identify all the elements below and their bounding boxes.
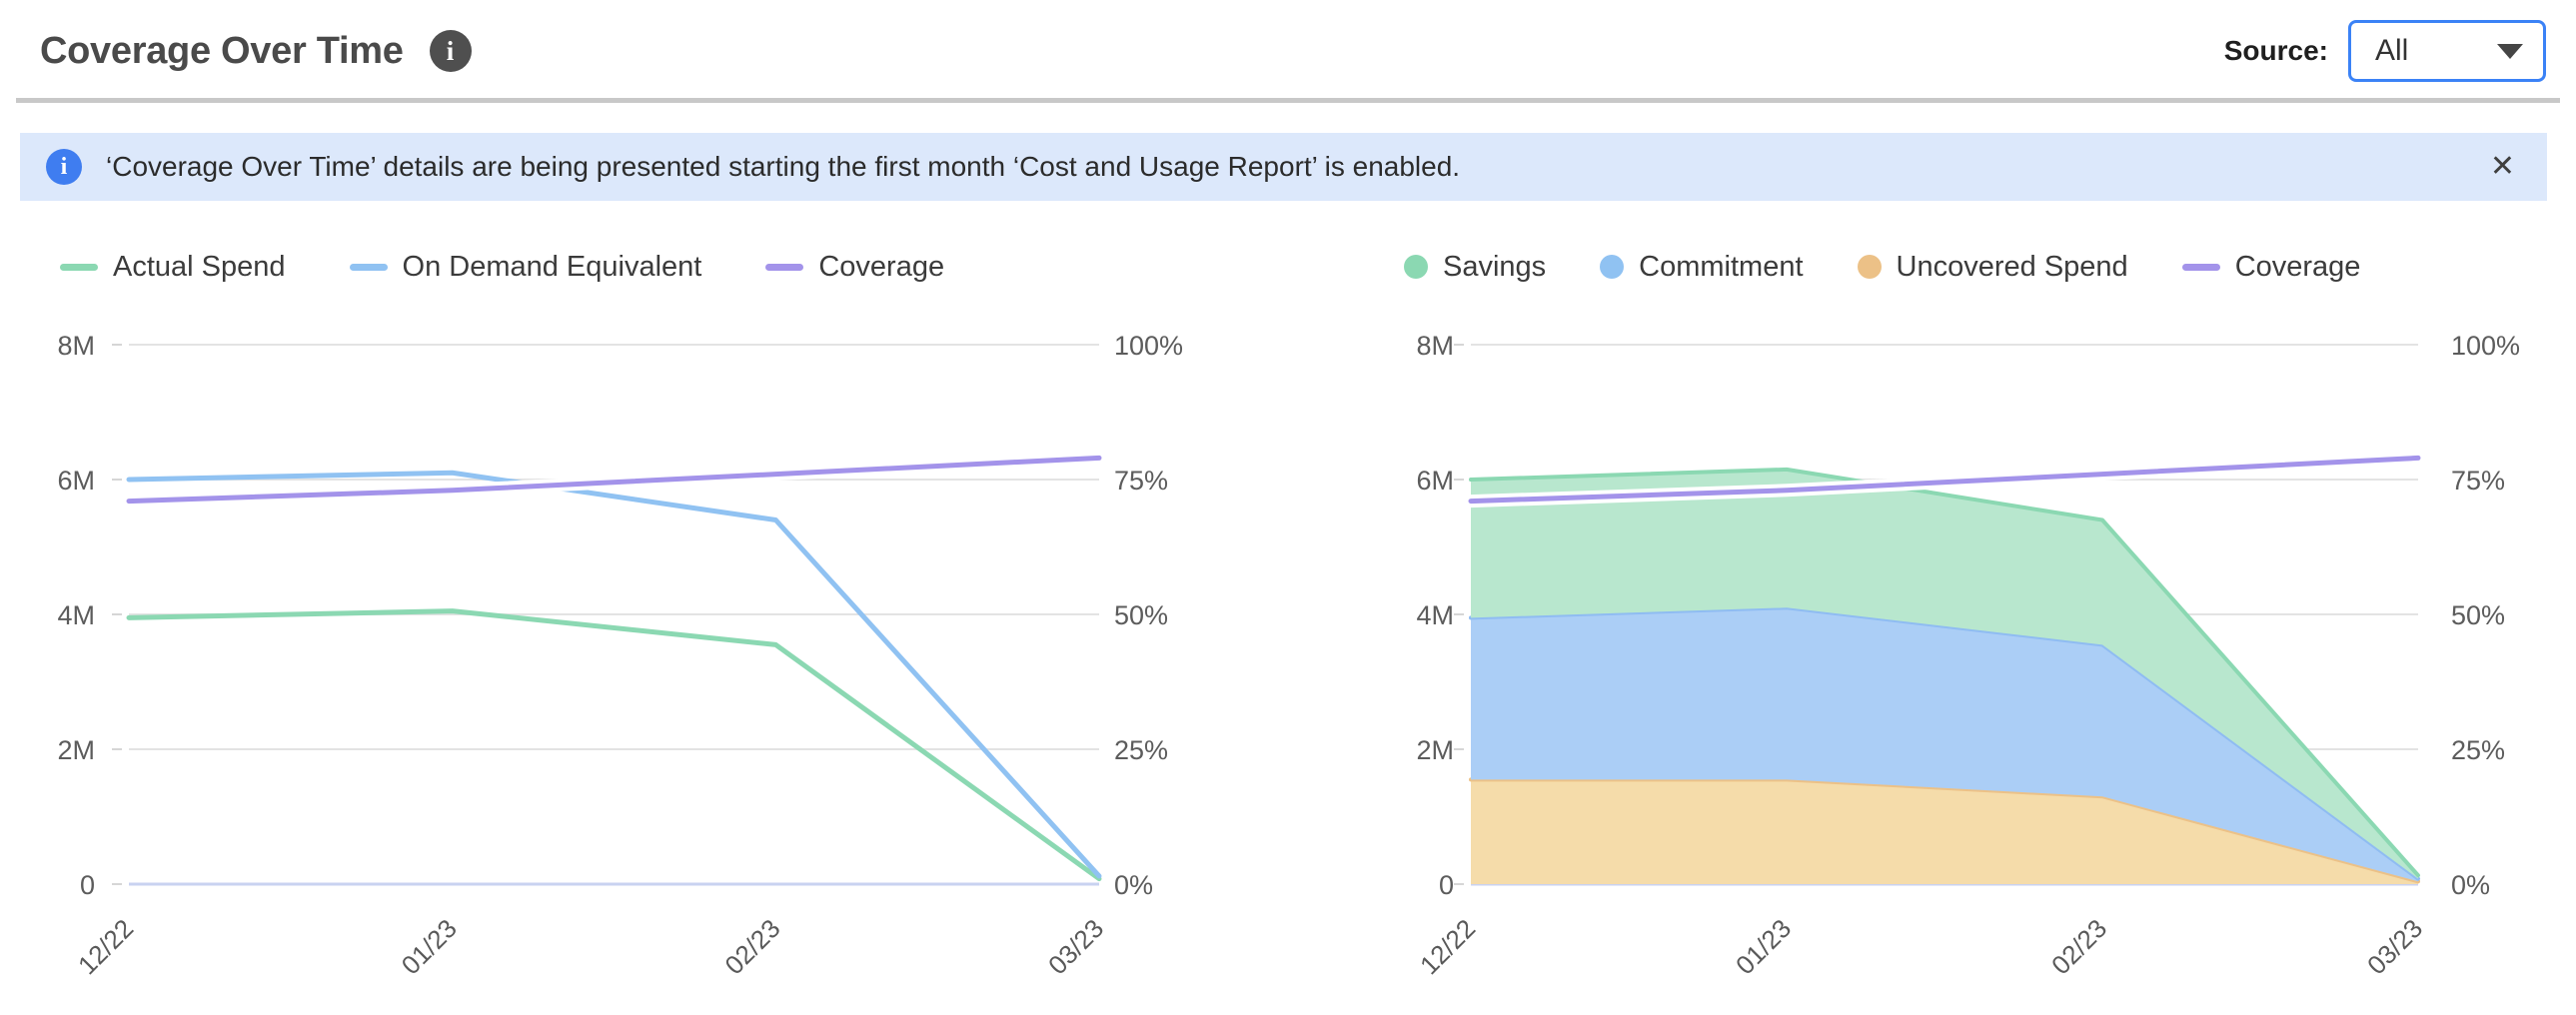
on-demand-equivalent-swatch-icon — [349, 263, 388, 271]
widget-header: Coverage Over Time i Source: All — [0, 0, 2576, 98]
info-glyph: i — [446, 35, 455, 66]
y-axis-label-left: 0 — [1439, 870, 1454, 900]
close-icon[interactable]: ✕ — [2489, 150, 2515, 183]
info-banner: i ‘Coverage Over Time’ details are being… — [20, 133, 2547, 201]
y-axis-label-right: 0% — [2451, 870, 2490, 900]
coverage-swatch-icon — [765, 263, 804, 271]
source-dropdown-value: All — [2375, 34, 2409, 67]
savings-swatch-icon — [1404, 255, 1428, 279]
x-axis-label: 02/23 — [2045, 913, 2112, 980]
banner-info-glyph: i — [60, 153, 68, 180]
on-demand-equivalent-line — [126, 470, 1102, 879]
y-axis-label-right: 0% — [1114, 870, 1153, 900]
x-axis-label: 12/22 — [72, 913, 139, 980]
banner-info-icon: i — [46, 149, 82, 185]
legend-item-coverage[interactable]: Coverage — [765, 251, 944, 284]
y-axis-label-right: 25% — [2451, 735, 2505, 765]
y-axis-label-left: 8M — [1416, 331, 1454, 361]
legend-areas: Savings Commitment Uncovered Spend Coverage — [1389, 249, 2576, 285]
source-label: Source: — [2223, 35, 2328, 66]
title-info-icon[interactable]: i — [429, 30, 472, 72]
y-axis-label-left: 6M — [1416, 466, 1454, 496]
y-axis-label-left: 0 — [80, 870, 95, 900]
uncovered-spend-area — [1471, 779, 2418, 884]
y-axis-label-left: 8M — [57, 331, 95, 361]
legend-label: Savings — [1443, 250, 1547, 283]
legend-label: Coverage — [818, 250, 945, 283]
legend-label: Actual Spend — [113, 250, 286, 283]
x-axis-label: 03/23 — [1042, 913, 1109, 980]
x-axis-label: 03/23 — [2361, 913, 2428, 980]
y-axis-label-right: 50% — [2451, 600, 2505, 630]
line-chart-svg: 8M 100% 6M 75% 4M 50% 2M 25% 0 0% 12/22 01/23 02/23 0… — [57, 331, 1183, 980]
x-axis-label: 01/23 — [1730, 913, 1797, 980]
header-divider — [16, 98, 2560, 103]
area-chart-svg: 8M 100% 6M 75% 4M 50% 2M 25% 0 0% 12/22 01/23 02/23 0… — [1414, 331, 2520, 980]
y-axis-label-right: 100% — [1114, 331, 1183, 361]
commitment-area — [1471, 607, 2418, 882]
legend-label: Uncovered Spend — [1896, 250, 2128, 283]
y-axis-label-right: 75% — [2451, 466, 2505, 496]
actual-spend-swatch-icon — [60, 263, 98, 271]
coverage-line — [1468, 455, 2421, 505]
y-axis-label-left: 6M — [57, 466, 95, 496]
y-axis-label-left: 4M — [57, 600, 95, 630]
legend-item-coverage[interactable]: Coverage — [2181, 250, 2361, 284]
chevron-down-icon — [2497, 43, 2523, 59]
chart-panel-lines: Actual Spend On Demand Equivalent Coverage… — [40, 201, 1279, 1013]
coverage-line — [126, 455, 1102, 505]
coverage-swatch-icon — [2181, 263, 2220, 271]
legend-item-actual-spend[interactable]: Actual Spend — [60, 251, 286, 284]
y-axis-label-right: 100% — [2451, 331, 2520, 361]
legend-label: Coverage — [2234, 250, 2361, 283]
legend-item-on-demand-equivalent[interactable]: On Demand Equivalent — [349, 250, 702, 284]
savings-area-edge — [1469, 467, 2420, 878]
source-dropdown[interactable]: All — [2348, 20, 2546, 82]
y-axis-label-left: 2M — [1416, 735, 1454, 765]
chart-panel-areas: Savings Commitment Uncovered Spend Coverage… — [1389, 201, 2576, 1013]
uncovered-spend-swatch-icon — [1857, 255, 1882, 279]
legend-lines: Actual Spend On Demand Equivalent Coverage — [40, 249, 1279, 285]
legend-item-commitment[interactable]: Commitment — [1600, 250, 1804, 284]
commitment-swatch-icon — [1600, 255, 1625, 279]
x-axis-label: 01/23 — [396, 913, 463, 980]
y-axis-label-right: 25% — [1114, 735, 1168, 765]
y-axis-label-right: 50% — [1114, 600, 1168, 630]
x-axis-label: 12/22 — [1414, 913, 1481, 980]
legend-item-savings[interactable]: Savings — [1404, 251, 1546, 284]
charts-row: Actual Spend On Demand Equivalent Coverage… — [0, 201, 2576, 1013]
legend-label: On Demand Equivalent — [402, 250, 702, 283]
page-title: Coverage Over Time — [40, 29, 404, 72]
y-axis-label-right: 75% — [1114, 466, 1168, 496]
legend-item-uncovered-spend[interactable]: Uncovered Spend — [1857, 250, 2128, 284]
x-axis-label: 02/23 — [718, 913, 785, 980]
y-axis-label-left: 2M — [57, 735, 95, 765]
y-axis-label-left: 4M — [1416, 600, 1454, 630]
savings-area — [1471, 469, 2418, 879]
legend-label: Commitment — [1639, 250, 1804, 283]
banner-text: ‘Coverage Over Time’ details are being p… — [106, 151, 1461, 182]
actual-spend-line — [126, 608, 1102, 882]
